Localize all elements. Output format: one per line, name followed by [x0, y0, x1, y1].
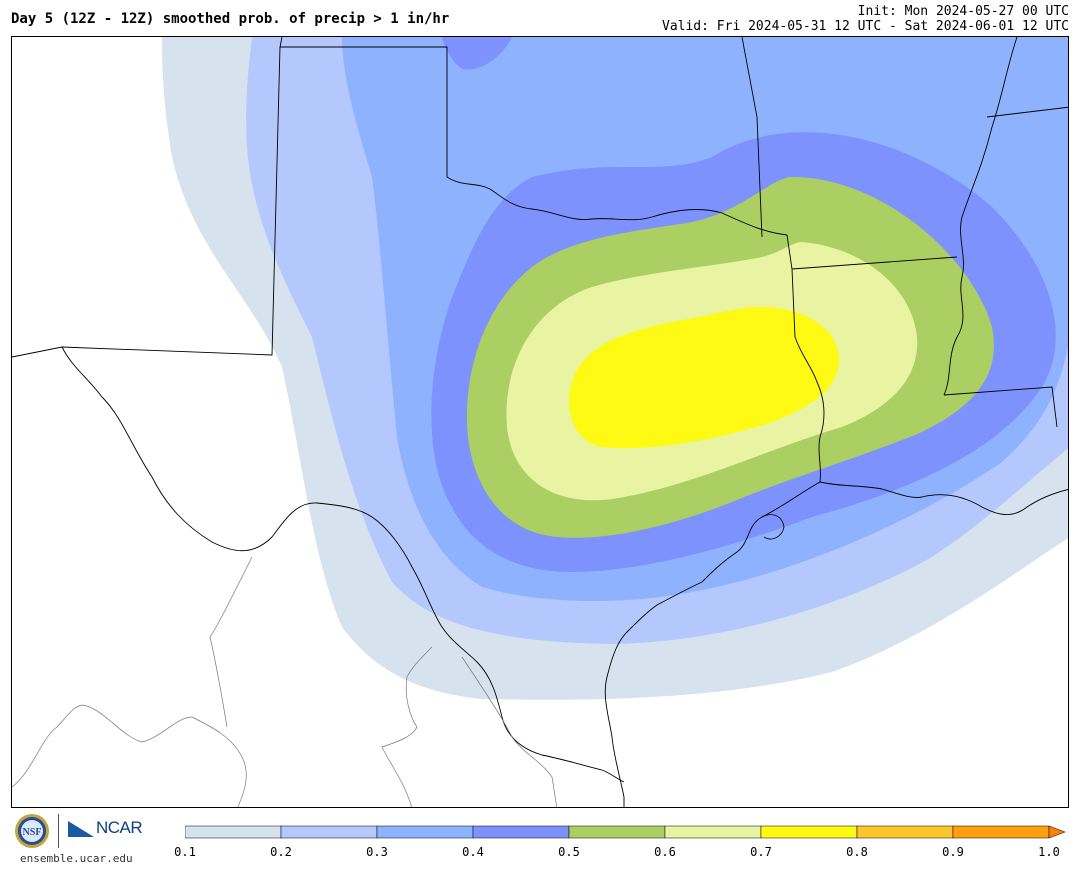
- galveston-bay: [761, 514, 785, 540]
- colorbar-extend-arrow: [1048, 825, 1066, 839]
- run-info: Init: Mon 2024-05-27 00 UTC Valid: Fri 2…: [662, 4, 1069, 34]
- colorbar-tick-label: 0.7: [750, 845, 772, 859]
- oklahoma-arkansas-border: [741, 37, 763, 238]
- colorbar-swatches: [184, 825, 1066, 839]
- colorbar-tick-label: 0.9: [942, 845, 964, 859]
- louisiana-mississippi-border: [943, 386, 1058, 428]
- ncar-logo: NCAR: [68, 817, 154, 843]
- valid-time: Valid: Fri 2024-05-31 12 UTC - Sat 2024-…: [662, 19, 1069, 34]
- ncar-logo-text: NCAR: [96, 818, 143, 837]
- boundaries: [12, 37, 1068, 807]
- init-time: Init: Mon 2024-05-27 00 UTC: [857, 4, 1069, 19]
- colorbar-tick-label: 0.4: [462, 845, 484, 859]
- colorbar-swatch: [952, 825, 1050, 839]
- gulf-coastline: [604, 481, 821, 807]
- probability-contours: [162, 37, 1068, 700]
- nsf-logo-text: NSF: [23, 827, 42, 838]
- logo-divider: [58, 814, 59, 848]
- texas-louisiana-border: [786, 234, 825, 483]
- colorbar-swatch: [472, 825, 570, 839]
- arkansas-mississippi-line: [986, 106, 1068, 118]
- colorbar-tick-label: 0.1: [174, 845, 196, 859]
- texas-panhandle-border: [279, 37, 448, 177]
- colorbar-swatch: [856, 825, 954, 839]
- colorbar-tick-label: 0.8: [846, 845, 868, 859]
- logos: NSF NCAR ensemble.ucar.edu: [14, 811, 154, 867]
- red-river-border: [446, 176, 788, 236]
- contour-0.7: [569, 306, 840, 449]
- colorbar-swatch: [280, 825, 378, 839]
- mexico-state-lines: [12, 556, 558, 807]
- colorbar-swatch: [376, 825, 474, 839]
- colorbar-tick-label: 0.5: [558, 845, 580, 859]
- colorbar-swatch: [184, 825, 282, 839]
- probability-map: [11, 36, 1069, 808]
- colorbar-swatch: [664, 825, 762, 839]
- colorbar-tick-label: 0.3: [366, 845, 388, 859]
- mississippi-river: [943, 37, 1018, 396]
- new-mexico-texas-border: [12, 46, 281, 358]
- colorbar-swatch: [568, 825, 666, 839]
- map-title: Day 5 (12Z - 12Z) smoothed prob. of prec…: [11, 11, 450, 27]
- colorbar-tick-label: 0.2: [270, 845, 292, 859]
- rio-grande-border: [61, 346, 625, 783]
- colorbar-tick-label: 0.6: [654, 845, 676, 859]
- site-url: ensemble.ucar.edu: [20, 852, 133, 865]
- arkansas-louisiana-border: [791, 256, 958, 270]
- colorbar-swatch: [760, 825, 858, 839]
- ncar-logo-mark: [68, 821, 94, 837]
- colorbar: 0.1 0.2 0.3 0.4 0.5 0.6 0.7 0.8 0.9 1.0: [174, 825, 1070, 865]
- louisiana-coastline: [819, 481, 1068, 515]
- nsf-logo: NSF: [15, 814, 49, 848]
- colorbar-tick-label: 1.0: [1038, 845, 1060, 859]
